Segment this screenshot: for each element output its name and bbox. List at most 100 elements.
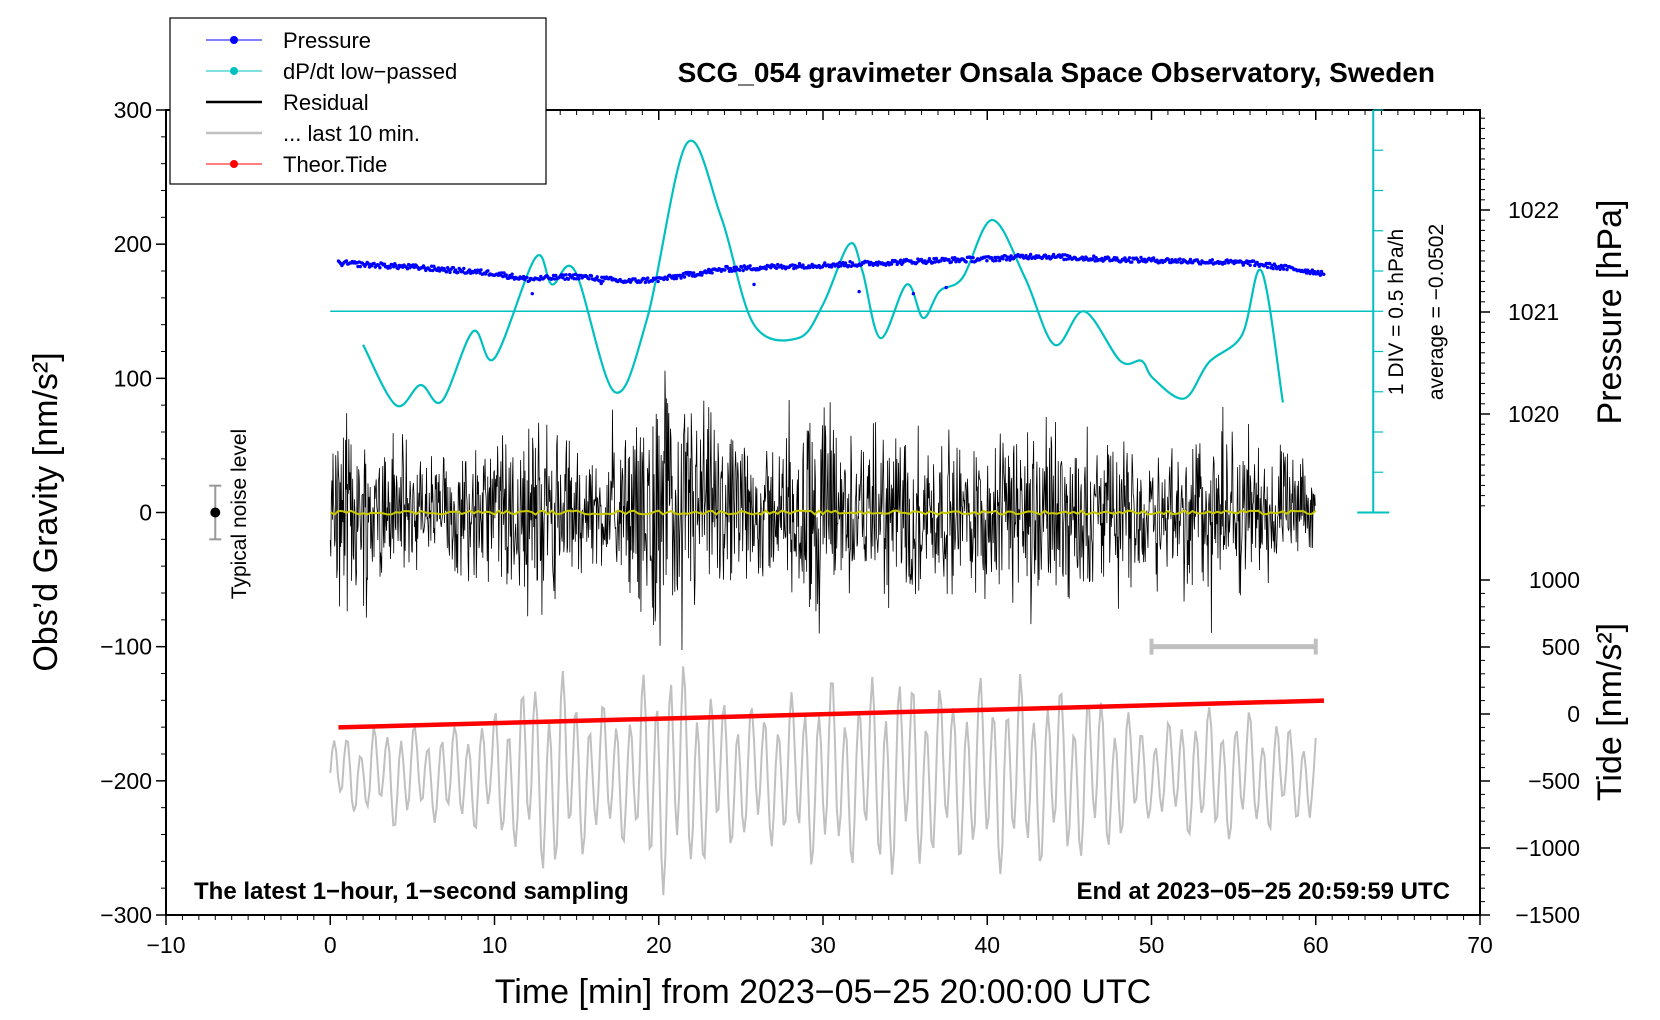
pressure-point <box>764 267 768 271</box>
tide-tick-label: −1000 <box>1515 835 1580 861</box>
pressure-point <box>1223 261 1227 265</box>
pressure-point <box>741 268 745 273</box>
pressure-point <box>444 270 449 274</box>
pressure-point <box>947 258 951 262</box>
noise-label: Typical noise level <box>228 429 251 599</box>
pressure-point <box>1155 258 1159 262</box>
pressure-point <box>823 261 827 265</box>
pressure-point <box>479 268 483 272</box>
pressure-point <box>915 261 919 265</box>
pressure-point <box>1281 267 1286 271</box>
pressure-point <box>1001 257 1005 261</box>
pressure-point <box>372 261 376 266</box>
div-label: 1 DIV = 0.5 hPa/h <box>1385 229 1408 395</box>
legend-marker <box>230 36 238 44</box>
pressure-point <box>577 277 581 281</box>
pressure-point <box>1094 256 1098 260</box>
axis-ticks: −10 0 10 20 30 40 50 60 703002001000−100−200−300… <box>100 97 1580 958</box>
pressure-tick-label: 1020 <box>1508 401 1559 427</box>
pressure-point <box>1322 272 1326 276</box>
pressure-tick-label: 1021 <box>1508 299 1559 325</box>
pressure-point <box>486 269 490 273</box>
pressure-point <box>748 264 752 268</box>
pressure-point <box>1043 253 1048 257</box>
pressure-point <box>396 266 400 271</box>
tide-tick-label: 500 <box>1542 634 1580 660</box>
x-tick-label: 10 <box>482 932 508 958</box>
pressure-point <box>462 266 466 271</box>
pressure-point <box>1210 258 1215 262</box>
pressure-point <box>510 272 514 276</box>
pressure-point <box>728 266 733 271</box>
tide-axis-title: Tide [nm/s²] <box>1591 623 1629 801</box>
pressure-point <box>1028 252 1033 257</box>
residual-series <box>329 370 1316 651</box>
tide-tick-label: −500 <box>1528 768 1580 794</box>
pressure-point <box>451 266 456 270</box>
x-tick-label: 50 <box>1139 932 1165 958</box>
x-tick-label: 30 <box>810 932 836 958</box>
dpdt-series <box>362 139 1284 408</box>
pressure-point <box>1188 257 1193 262</box>
residual-mean-series <box>329 509 1317 516</box>
pressure-point <box>474 271 479 275</box>
pressure-point <box>899 258 903 262</box>
x-tick-label: −10 <box>146 932 185 958</box>
pressure-point <box>1265 265 1270 270</box>
pressure-point <box>1252 259 1256 263</box>
pressure-point <box>1278 267 1282 271</box>
pressure-point <box>1091 257 1095 261</box>
y-tick-label: −300 <box>100 902 152 928</box>
pressure-point <box>692 271 696 275</box>
pressure-point <box>1151 256 1156 260</box>
pressure-point <box>1127 256 1132 260</box>
pressure-point <box>934 256 938 261</box>
last-10-min-series <box>329 666 1317 896</box>
x-axis-title: Time [min] from 2023−05−25 20:00:00 UTC <box>495 973 1151 1011</box>
pressure-point <box>738 268 742 272</box>
pressure-point <box>1051 252 1056 257</box>
pressure-point <box>595 275 599 279</box>
y-tick-label: 100 <box>114 365 152 391</box>
left-note: The latest 1−hour, 1−second sampling <box>194 878 629 905</box>
pressure-point <box>710 271 714 275</box>
pressure-series <box>336 252 1326 296</box>
legend-label: ... last 10 min. <box>283 121 420 146</box>
legend: Pressure dP/dt low−passed Residual ... last… <box>206 28 457 177</box>
y-tick-label: 300 <box>114 97 152 123</box>
pressure-point <box>985 259 989 263</box>
pressure-point <box>378 266 382 270</box>
pressure-point <box>1139 255 1143 260</box>
pressure-point <box>448 270 452 275</box>
x-tick-label: 0 <box>324 932 337 958</box>
pressure-point <box>674 276 679 281</box>
legend-label: Pressure <box>283 28 371 53</box>
tide-tick-label: 0 <box>1567 701 1580 727</box>
pressure-point <box>1271 266 1275 271</box>
pressure-point <box>801 263 805 267</box>
tide-tick-label: −1500 <box>1515 902 1580 928</box>
legend-label: dP/dt low−passed <box>283 59 457 84</box>
pressure-outlier <box>599 281 603 286</box>
pressure-point <box>1178 257 1182 261</box>
pressure-point <box>1080 255 1085 259</box>
pressure-point <box>566 277 571 281</box>
pressure-point <box>1123 256 1127 260</box>
legend-label: Theor.Tide <box>283 152 387 177</box>
pressure-point <box>876 263 880 267</box>
pressure-point <box>650 279 654 283</box>
y-tick-label: 0 <box>139 500 152 526</box>
pressure-point <box>358 264 362 269</box>
pressure-point <box>643 280 648 285</box>
pressure-point <box>454 268 458 272</box>
legend-marker <box>230 67 238 75</box>
dpdt-scale-bar <box>1357 109 1390 514</box>
pressure-outlier <box>530 291 534 296</box>
pressure-outlier <box>911 291 916 296</box>
pressure-point <box>830 265 834 269</box>
x-tick-label: 40 <box>974 932 1000 958</box>
pressure-point <box>431 268 435 273</box>
x-tick-label: 20 <box>646 932 672 958</box>
y-tick-label: −100 <box>100 634 152 660</box>
